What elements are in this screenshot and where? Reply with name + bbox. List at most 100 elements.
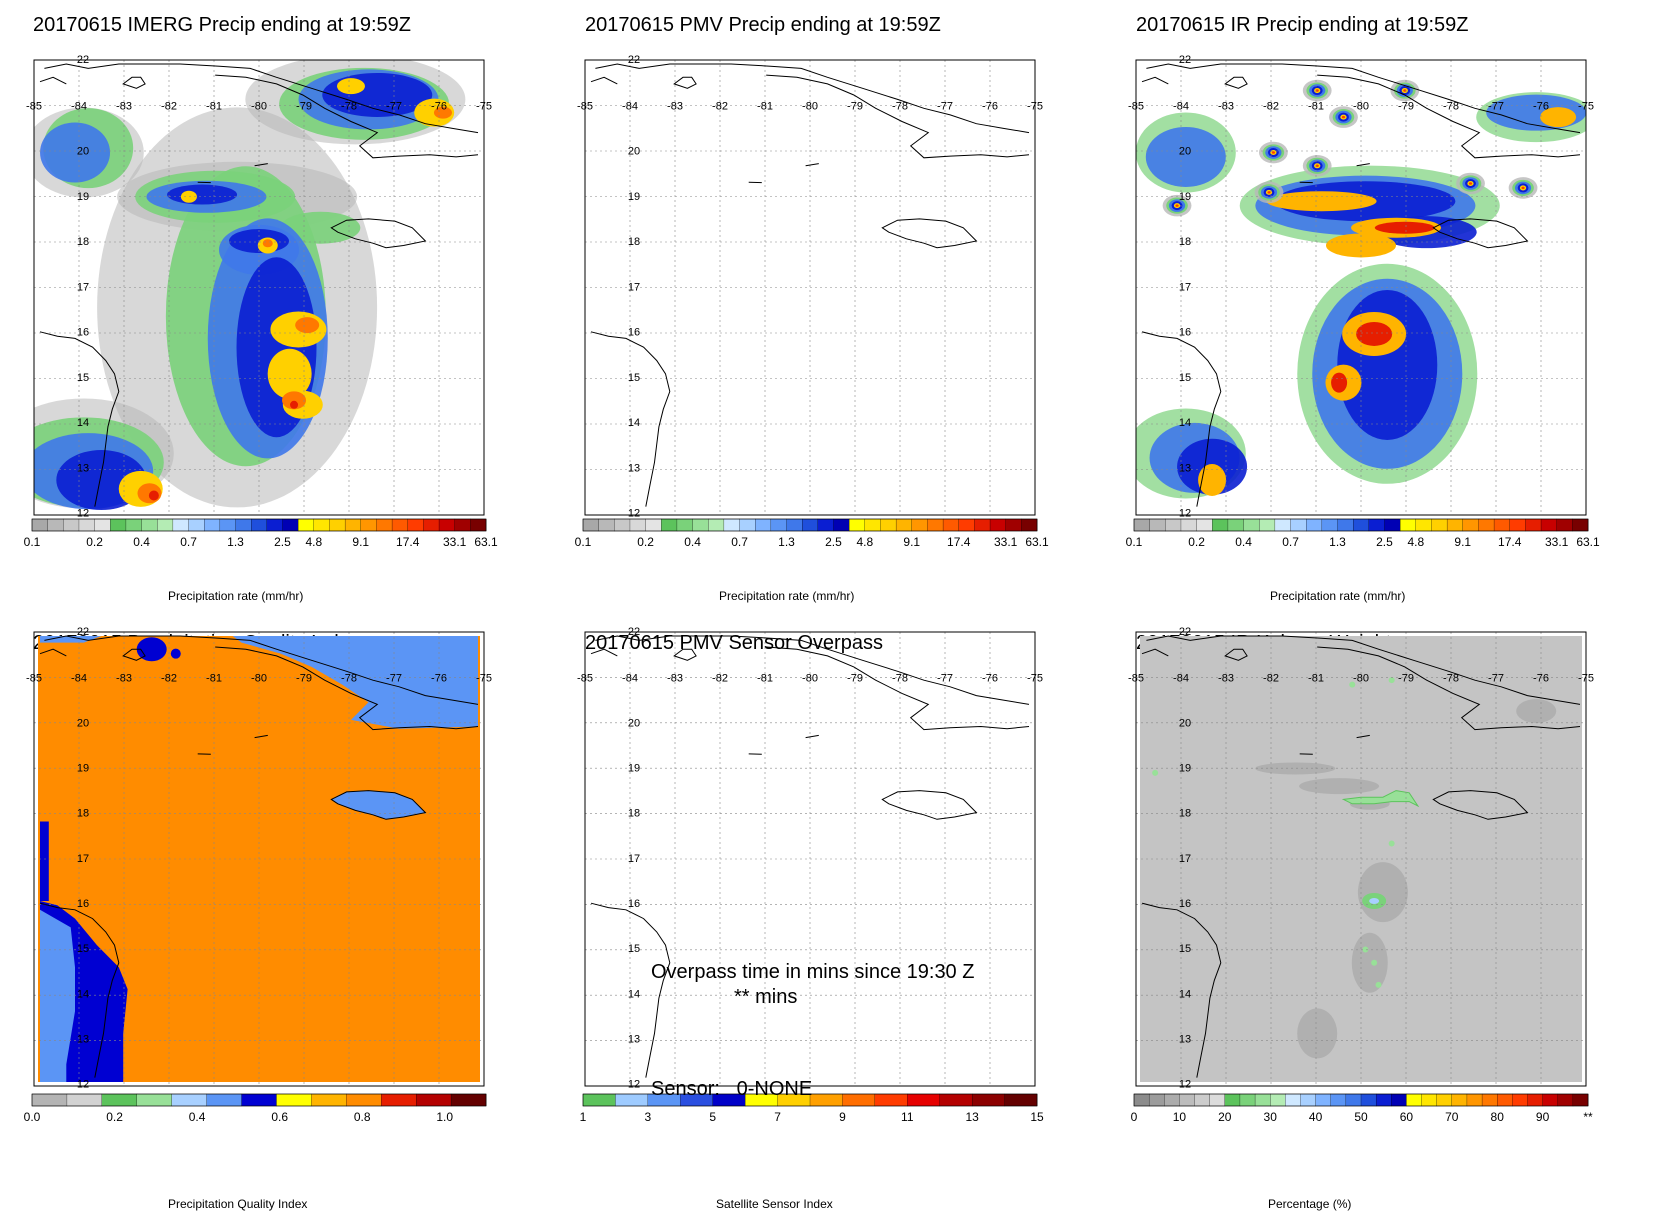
colorbar-swatch [1512, 1093, 1528, 1107]
colorbar-swatch [1212, 518, 1229, 532]
colorbar-swatch [219, 518, 236, 532]
lon-tick-label: -79 [1398, 101, 1414, 113]
lat-tick-label: 13 [77, 1034, 89, 1046]
gridlines [585, 60, 1035, 515]
colorbar-swatch [110, 518, 127, 532]
colorbar-tick-label: 0.2 [86, 535, 103, 549]
colorbar-border [582, 1093, 1038, 1107]
lat-tick-label: 18 [77, 808, 89, 820]
precip-cell [180, 190, 197, 203]
coastlines [590, 635, 1030, 1078]
lat-tick-label: 22 [628, 626, 640, 638]
lat-tick-label: 15 [1179, 372, 1191, 384]
panel-title: 20170615 IR Precip ending at 19:59Z [1136, 14, 1469, 36]
colorbar-swatch [1556, 518, 1573, 532]
precip-cell [1175, 204, 1179, 207]
colorbar-swatch [598, 518, 615, 532]
lon-tick-label: -83 [667, 672, 683, 684]
colorbar-swatch [907, 1093, 941, 1107]
colorbar-swatch [1446, 518, 1464, 532]
lat-tick-label: 22 [77, 626, 89, 638]
coast-central-america [590, 902, 671, 1078]
colorbar-swatch [708, 518, 725, 532]
lon-tick-label: -80 [802, 672, 818, 684]
colorbar-swatch [809, 1093, 843, 1107]
lat-tick-label: 12 [628, 1079, 640, 1091]
colorbar-swatch [1285, 1093, 1301, 1107]
lat-tick-label: 19 [1179, 763, 1191, 775]
colorbar-swatch [1300, 1093, 1317, 1107]
lat-tick-label: 18 [628, 236, 640, 248]
colorbar: 0.1 0.2 0.4 0.7 1.3 2.5 4.8 9.1 17.4 33.1 63.1 [575, 518, 1049, 549]
colorbar-swatch [1306, 518, 1323, 532]
precip-cell [1271, 151, 1276, 154]
coast-central-america [590, 331, 671, 507]
colorbar-swatch [1451, 1093, 1468, 1107]
precip-cell [1516, 699, 1557, 724]
colorbar-swatch [1462, 518, 1479, 532]
colorbar-swatch [450, 1093, 487, 1107]
lat-tick-label: 17 [1179, 281, 1191, 293]
colorbar-swatch [407, 518, 424, 532]
precip-cell [1145, 126, 1226, 187]
coast-yucatan [1141, 76, 1169, 85]
lon-tick-label: -83 [116, 672, 132, 684]
colorbar-swatch [241, 1093, 277, 1107]
lon-tick-label: -77 [1488, 672, 1504, 684]
lat-tick-label: 15 [77, 943, 89, 955]
colorbar-title: Precipitation rate (mm/hr) [168, 589, 304, 603]
colorbar-swatch [874, 1093, 908, 1107]
panel-kalman-weight: 20170615 IR Kalman Weight -85-84-83-82-8… [1102, 606, 1653, 1212]
precip-cell [1152, 769, 1159, 776]
colorbar-swatch [880, 518, 897, 532]
lon-tick-label: -75 [1027, 101, 1043, 113]
colorbar-swatch [141, 518, 158, 532]
colorbar-swatch [136, 1093, 173, 1107]
colorbar-swatch [276, 1093, 312, 1107]
colorbar-swatch [971, 1093, 1006, 1107]
quality-lightblue-west [40, 909, 75, 1082]
colorbar-swatch [1196, 518, 1213, 532]
colorbar-swatch [1148, 1093, 1165, 1107]
precip-cell [1315, 89, 1319, 92]
precip-cell [1403, 89, 1407, 92]
colorbar-swatch [739, 518, 756, 532]
colorbar-tick-label: 1.3 [778, 535, 795, 549]
lat-tick-label: 19 [628, 191, 640, 203]
colorbar-tick-label: 40 [1309, 1110, 1323, 1124]
lat-tick-label: 12 [1179, 1079, 1191, 1091]
colorbar-swatch [1572, 518, 1589, 532]
lat-tick-label: 16 [1179, 898, 1191, 910]
coast-jamaica [1432, 790, 1529, 820]
lon-tick-label: -80 [1353, 672, 1369, 684]
lon-tick-label: -79 [1398, 672, 1414, 684]
colorbar-swatch [1557, 1093, 1574, 1107]
colorbar-swatch [661, 518, 678, 532]
colorbar-swatch [381, 1093, 417, 1107]
colorbar-tick-label: 1 [580, 1110, 587, 1124]
colorbar-tick-label: 13 [965, 1110, 979, 1124]
colorbar-swatch [282, 518, 299, 532]
precip-cell [1388, 677, 1395, 684]
lat-tick-label: 18 [1179, 808, 1191, 820]
colorbar-swatch [1164, 1093, 1180, 1107]
panel-imerg-precip: 20170615 IMERG Precip ending at 19:59Z -… [0, 0, 551, 606]
colorbar-swatch [1540, 518, 1558, 532]
lat-tick-label: 15 [1179, 943, 1191, 955]
coast-cuba-north [44, 635, 479, 705]
precip-cell [262, 239, 273, 248]
map-imerg-precip: -85 -84 -83 -82 -81 -80 -79 -78 -77 -76 -75 22 20 19 1… [24, 54, 498, 549]
lat-tick-label: 20 [77, 146, 89, 158]
colorbar-swatch [63, 518, 80, 532]
colorbar-tick-label: 33.1 [994, 535, 1018, 549]
colorbar-tick-label: 90 [1536, 1110, 1550, 1124]
precip-cell [40, 122, 111, 183]
colorbar-tick-label: 9 [839, 1110, 846, 1124]
map-content [34, 60, 466, 511]
gridlines [34, 632, 484, 1086]
colorbar-swatch [1021, 518, 1038, 532]
precip-cell [1315, 164, 1319, 168]
colorbar-tick-label: 17.4 [947, 535, 971, 549]
coast-cuba-south [1317, 74, 1581, 159]
colorbar-tick-label: 0.2 [1188, 535, 1205, 549]
